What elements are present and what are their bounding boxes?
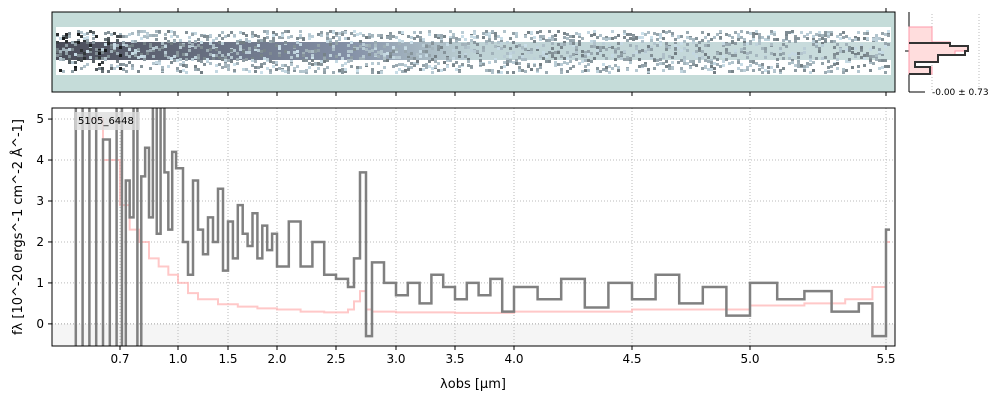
x-tick-label: 1.5	[218, 352, 237, 366]
y-axis-label: fλ [10^-20 ergs^-1 cm^-2 Å^-1]	[10, 119, 26, 335]
model-line	[86, 118, 890, 314]
x-tick-label: 3.5	[445, 352, 464, 366]
y-tick-label: 0	[36, 317, 44, 331]
y-tick-label: 3	[36, 194, 44, 208]
spectrum-2d-panel	[51, 11, 896, 93]
x-tick-label: 5.5	[876, 352, 895, 366]
x-axis-label: λobs [μm]	[440, 377, 506, 392]
main-plot: 5105_6448 0.7 1.0 1.5 2.0 2.5 3.0 3.5 4.0 4.5 5.0…	[10, 8, 896, 392]
below-zero-band	[52, 324, 895, 346]
x-tick-label: 2.0	[267, 352, 286, 366]
y-tick-label: 2	[36, 235, 44, 249]
side-histogram-panel: -0.00 ± 0.73	[905, 12, 989, 98]
x-tick-label: 4.5	[622, 352, 641, 366]
y-tick-label: 5	[36, 112, 44, 126]
y-tick-label: 4	[36, 153, 44, 167]
x-tick-label: 2.5	[326, 352, 345, 366]
x-tick-label: 1.0	[168, 352, 187, 366]
x-tick-label: 0.7	[110, 352, 129, 366]
y-tick-label: 1	[36, 276, 44, 290]
x-tick-label: 4.0	[504, 352, 523, 366]
x-tick-label: 3.0	[386, 352, 405, 366]
side-panel-label: -0.00 ± 0.73	[932, 88, 989, 98]
data-line	[74, 108, 890, 346]
object-label: 5105_6448	[78, 116, 134, 127]
x-tick-label: 5.0	[740, 352, 759, 366]
